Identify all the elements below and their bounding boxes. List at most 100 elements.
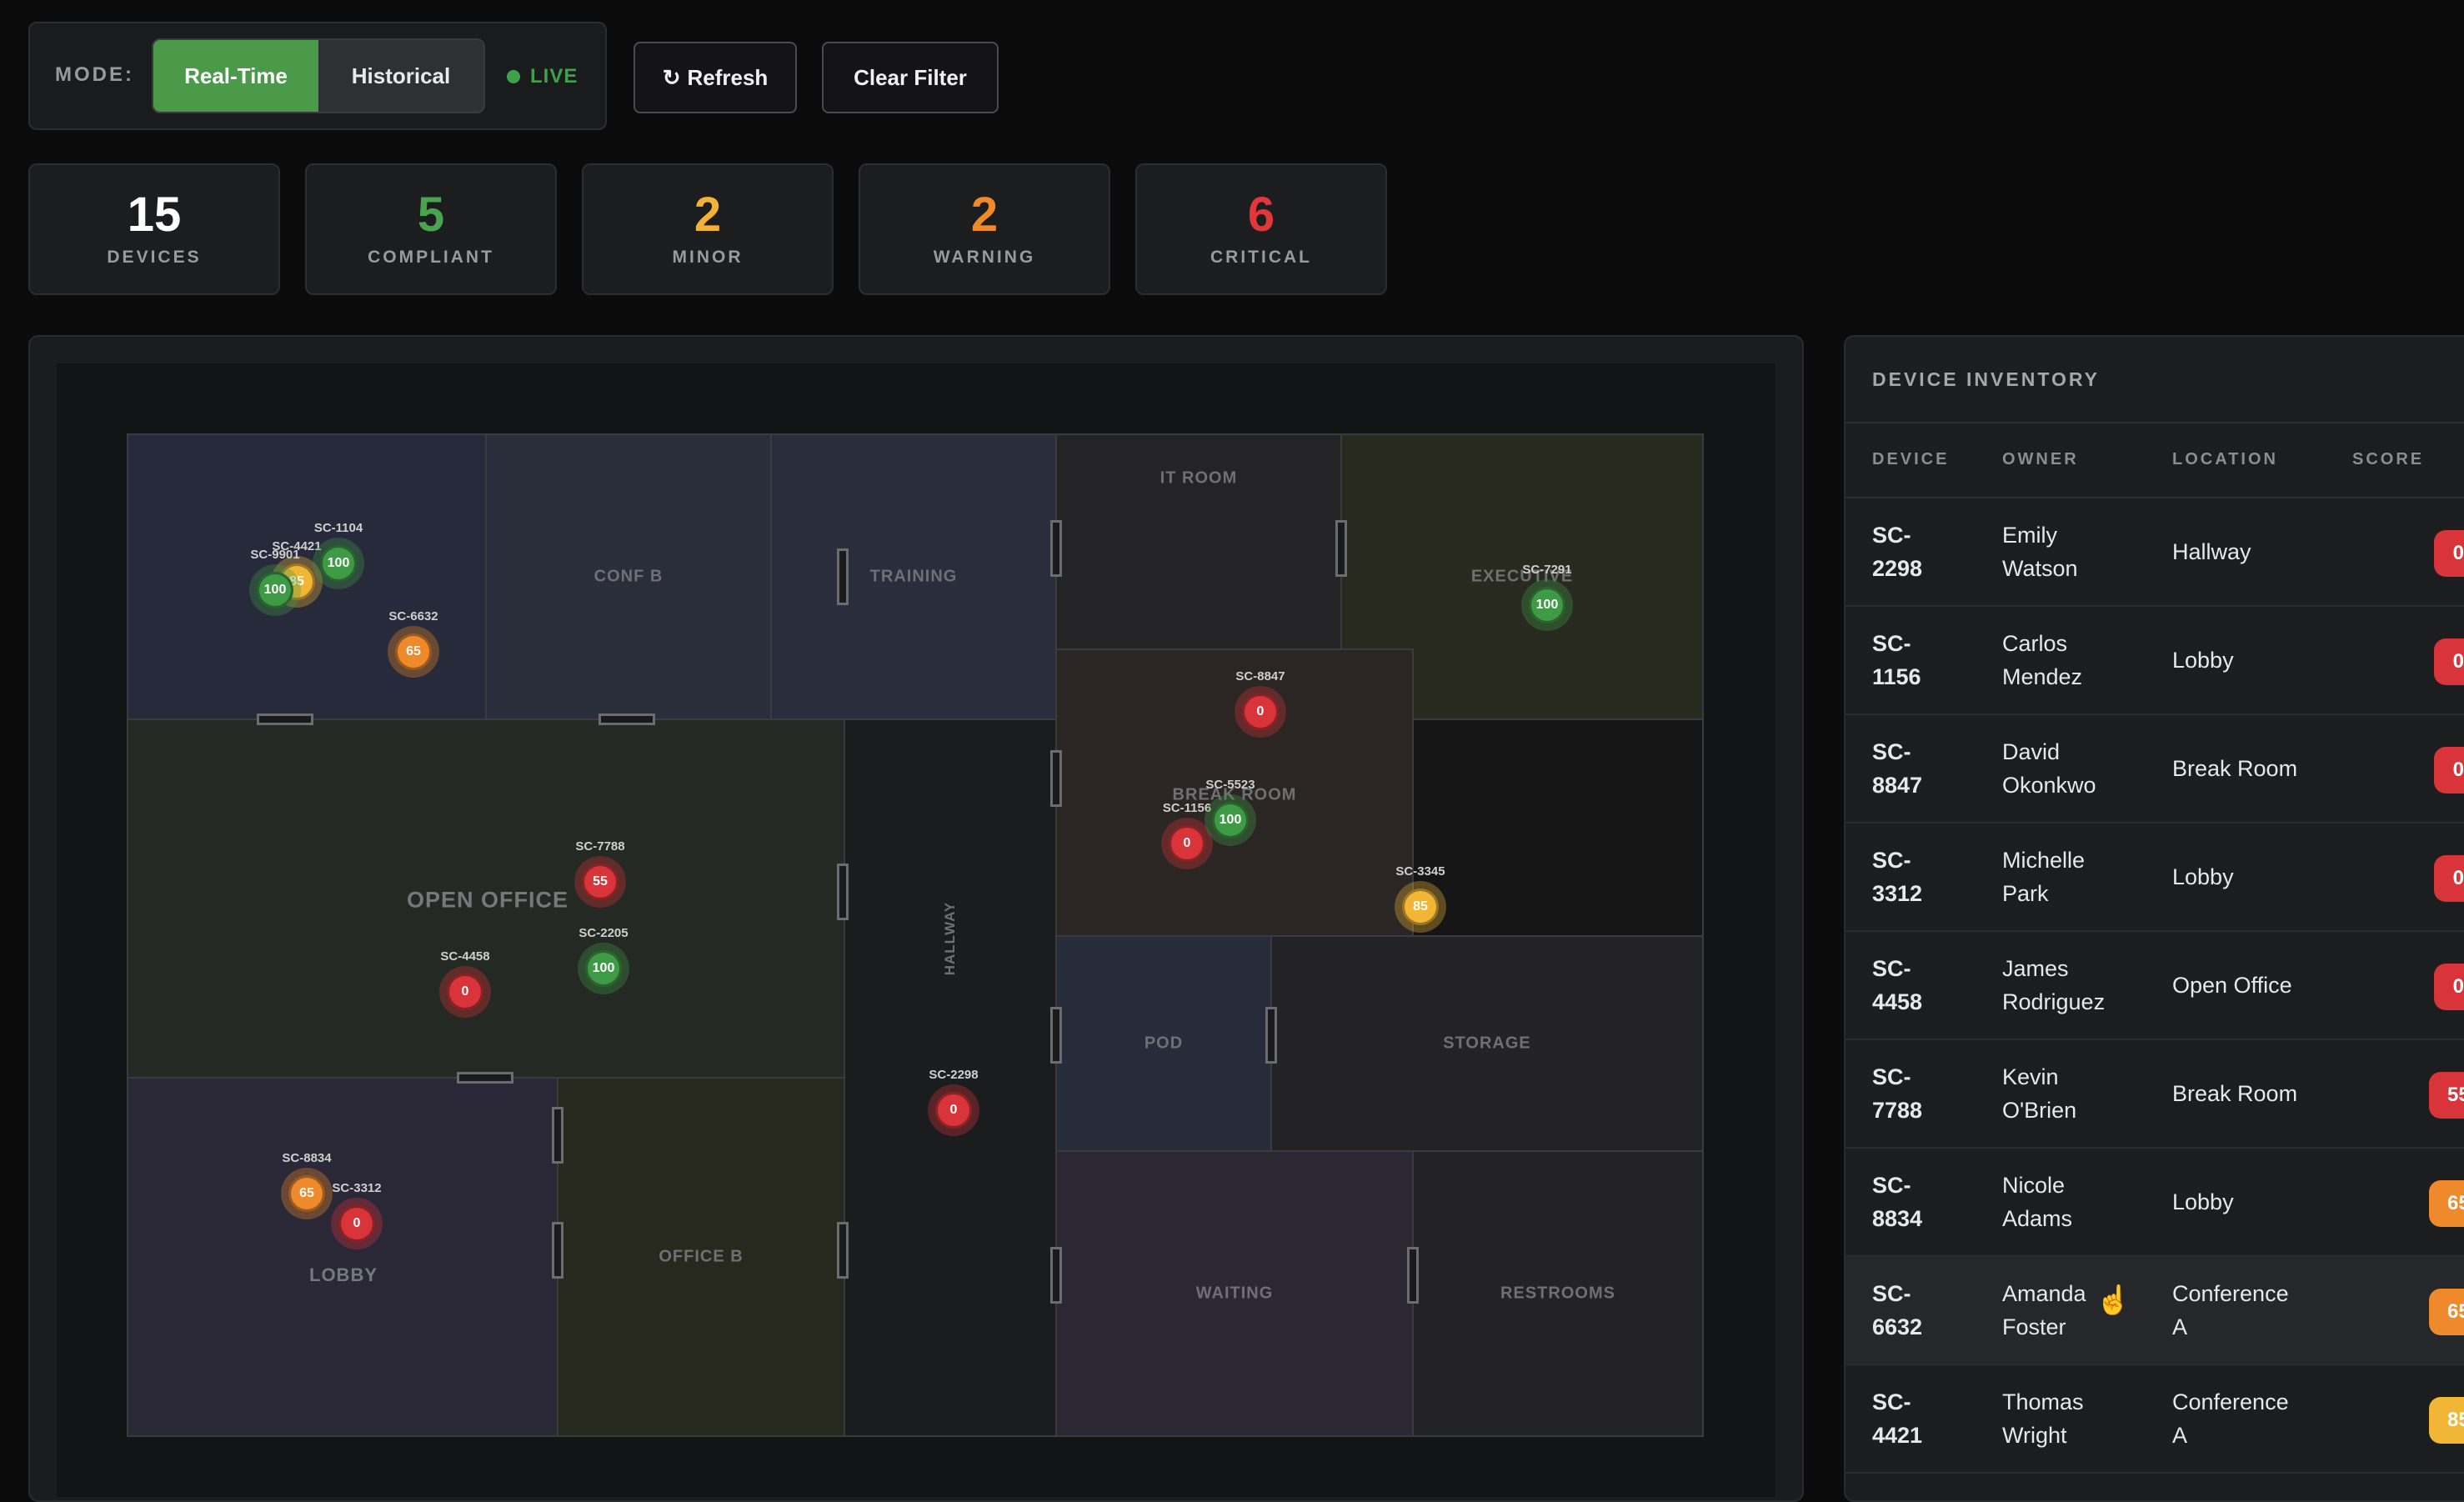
door bbox=[1050, 1247, 1062, 1304]
room-restrooms[interactable]: RESTROOMS bbox=[1412, 1150, 1704, 1437]
device-id-cell-line: SC- bbox=[1872, 956, 1911, 981]
room-open-office[interactable]: OPEN OFFICE bbox=[127, 718, 845, 1079]
device-marker[interactable]: 0 bbox=[928, 1084, 979, 1136]
device-id-cell: SC- 4458 bbox=[1872, 952, 1972, 1019]
device-marker-label: SC-2205 bbox=[578, 926, 629, 940]
live-indicator: LIVE bbox=[507, 65, 578, 88]
clear-filter-button[interactable]: Clear Filter bbox=[822, 42, 999, 113]
device-id-cell: SC- 2298 bbox=[1872, 518, 1972, 585]
device-marker[interactable]: 0 bbox=[331, 1198, 383, 1249]
room-label-storage: STORAGE bbox=[1443, 1034, 1531, 1053]
location-cell-line: Lobby bbox=[2172, 648, 2234, 673]
column-header-owner[interactable]: OWNER bbox=[2002, 450, 2079, 468]
device-marker-score: 85 bbox=[1402, 889, 1439, 925]
device-marker-label: SC-4458 bbox=[440, 949, 490, 964]
device-marker[interactable]: 100 bbox=[1204, 794, 1256, 846]
stat-warning[interactable]: 2 WARNING bbox=[859, 163, 1110, 295]
refresh-button[interactable]: ↻ Refresh bbox=[634, 42, 797, 113]
device-marker[interactable]: 0 bbox=[1161, 818, 1213, 869]
door bbox=[598, 713, 655, 725]
stat-critical[interactable]: 6 CRITICAL bbox=[1135, 163, 1387, 295]
stat-compliant[interactable]: 5 COMPLIANT bbox=[305, 163, 557, 295]
device-marker[interactable]: 100 bbox=[249, 564, 301, 616]
room-label-executive: EXECUTIVE bbox=[1470, 567, 1574, 586]
room-pod[interactable]: POD bbox=[1055, 935, 1272, 1152]
device-marker-label: SC-8834 bbox=[282, 1151, 332, 1165]
refresh-label: Refresh bbox=[687, 64, 769, 90]
column-header-score[interactable]: SCORE bbox=[2352, 450, 2425, 468]
door bbox=[552, 1222, 563, 1279]
location-cell-line: Hallway bbox=[2172, 539, 2251, 564]
owner-cell-line: Park bbox=[2002, 881, 2049, 906]
room-empty bbox=[1412, 718, 1704, 937]
location-cell: Break Room bbox=[2172, 1077, 2331, 1110]
location-cell-line: Lobby bbox=[2172, 864, 2234, 889]
device-marker-score: 100 bbox=[257, 572, 293, 608]
table-row[interactable]: SC- 4458 James Rodriguez Open Office 0% bbox=[1845, 932, 2464, 1040]
device-marker[interactable]: 85 bbox=[1395, 881, 1446, 933]
room-training[interactable]: TRAINING bbox=[770, 433, 1057, 720]
stat-devices[interactable]: 15 DEVICES bbox=[28, 163, 280, 295]
room-label-pod: POD bbox=[1144, 1034, 1184, 1053]
realtime-mode-button[interactable]: Real-Time bbox=[153, 40, 318, 112]
historical-mode-button[interactable]: Historical bbox=[351, 63, 451, 88]
floor-plan: CONF B TRAINING IT ROOM EXECUTIVE BREAK … bbox=[127, 433, 1704, 1437]
stat-minor-value: 2 bbox=[694, 188, 722, 242]
device-marker-ring: 100 bbox=[249, 564, 301, 616]
column-header-device[interactable]: DEVICE bbox=[1872, 450, 1950, 468]
table-row[interactable]: SC- 3312 Michelle Park Lobby 0% bbox=[1845, 824, 2464, 932]
device-marker[interactable]: 65 bbox=[281, 1168, 333, 1219]
table-row[interactable]: SC- 2298 Emily Watson Hallway 0% bbox=[1845, 498, 2464, 607]
device-marker[interactable]: 100 bbox=[1521, 579, 1573, 631]
score-badge: 55% bbox=[2429, 1072, 2464, 1119]
device-marker-label: SC-9901 bbox=[250, 548, 300, 562]
owner-cell-line: Watson bbox=[2002, 556, 2078, 581]
location-cell: Break Room bbox=[2172, 752, 2331, 785]
room-storage[interactable]: STORAGE bbox=[1270, 935, 1704, 1152]
device-marker-score: 65 bbox=[395, 633, 432, 670]
room-office-b[interactable]: OFFICE B bbox=[557, 1077, 845, 1437]
table-row[interactable]: SC- 4421 Thomas Wright Conference A 85% bbox=[1845, 1365, 2464, 1474]
room-waiting[interactable]: WAITING bbox=[1055, 1150, 1414, 1437]
device-marker[interactable]: 0 bbox=[1235, 686, 1286, 738]
table-row[interactable]: SC- 8847 David Okonkwo Break Room 0% bbox=[1845, 715, 2464, 824]
room-it-room[interactable]: IT ROOM bbox=[1055, 433, 1342, 650]
location-cell-line: A bbox=[2172, 1423, 2188, 1448]
owner-cell-line: Thomas bbox=[2002, 1389, 2084, 1414]
door bbox=[837, 864, 849, 920]
device-id-cell-line: SC- bbox=[1872, 848, 1911, 873]
table-row[interactable]: SC- 8834 Nicole Adams Lobby 65% bbox=[1845, 1149, 2464, 1257]
location-cell: Open Office bbox=[2172, 969, 2331, 1002]
location-cell-line: Conference bbox=[2172, 1389, 2289, 1414]
device-marker[interactable]: 100 bbox=[313, 538, 364, 589]
device-marker-score: 100 bbox=[1212, 802, 1249, 839]
device-marker[interactable]: 65 bbox=[388, 626, 439, 678]
room-break-room[interactable]: BREAK ROOM bbox=[1055, 648, 1414, 937]
device-marker-score: 100 bbox=[320, 545, 357, 582]
device-marker[interactable]: 55 bbox=[574, 856, 626, 908]
owner-cell-line: Emily bbox=[2002, 523, 2057, 548]
door bbox=[1407, 1247, 1419, 1304]
owner-cell-line: O'Brien bbox=[2002, 1098, 2077, 1123]
live-dot-icon bbox=[507, 70, 520, 83]
stat-minor[interactable]: 2 MINOR bbox=[582, 163, 834, 295]
door bbox=[552, 1107, 563, 1164]
device-marker[interactable]: 100 bbox=[578, 943, 629, 994]
room-conf-b[interactable]: CONF B bbox=[485, 433, 772, 720]
table-row[interactable]: SC- 6632 Amanda Foster Conference A 65% bbox=[1845, 1257, 2464, 1365]
device-id-cell-line: 2298 bbox=[1872, 556, 1923, 581]
location-cell: Conference A bbox=[2172, 1385, 2331, 1452]
stat-critical-value: 6 bbox=[1247, 188, 1275, 242]
divider bbox=[1845, 497, 2464, 498]
device-marker[interactable]: 0 bbox=[439, 966, 491, 1018]
owner-cell: Thomas Wright bbox=[2002, 1385, 2144, 1452]
location-cell-line: Break Room bbox=[2172, 1081, 2298, 1106]
table-row[interactable]: SC- 1156 Carlos Mendez Lobby 0% bbox=[1845, 607, 2464, 715]
door bbox=[837, 548, 849, 605]
room-hallway[interactable]: HALLWAY bbox=[844, 718, 1057, 1437]
column-header-location[interactable]: LOCATION bbox=[2172, 450, 2278, 468]
table-row[interactable]: SC- 7788 Kevin O'Brien Break Room 55% bbox=[1845, 1040, 2464, 1149]
room-lobby[interactable]: LOBBY bbox=[127, 1077, 558, 1437]
room-label-lobby: LOBBY bbox=[309, 1264, 378, 1285]
location-cell: Lobby bbox=[2172, 1185, 2331, 1219]
